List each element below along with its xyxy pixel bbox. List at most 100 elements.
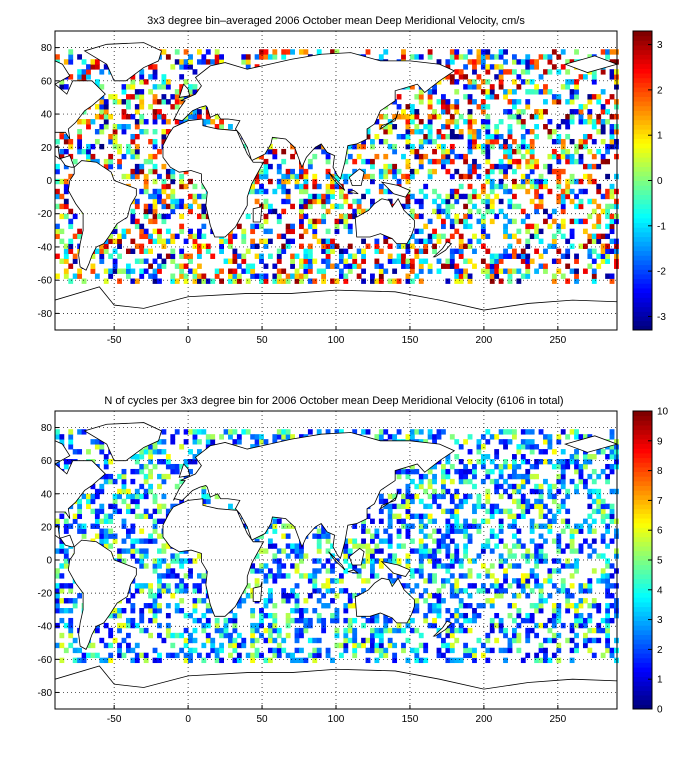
heat-cell — [525, 617, 531, 624]
heat-cell — [538, 593, 544, 599]
heat-cell — [343, 558, 349, 564]
heat-cell — [560, 233, 566, 240]
heat-cell — [68, 598, 74, 604]
colorbar-segment — [633, 129, 652, 135]
heat-cell — [259, 632, 264, 639]
heat-cell — [210, 637, 216, 644]
heat-cell — [321, 622, 327, 629]
heat-cell — [569, 153, 575, 160]
heat-cell — [436, 203, 442, 210]
heat-cell — [467, 223, 473, 230]
heat-cell — [516, 473, 522, 480]
heat-cell — [321, 617, 327, 624]
heat-cell — [485, 49, 491, 55]
heat-cell — [396, 622, 402, 629]
heat-cell — [458, 627, 464, 634]
heat-cell — [307, 573, 313, 579]
heat-cell — [472, 158, 477, 165]
heat-cell — [112, 538, 118, 544]
heat-cell — [556, 168, 562, 175]
heat-cell — [485, 148, 491, 155]
heat-cell — [143, 178, 149, 185]
heat-cell — [343, 173, 349, 180]
heat-cell — [294, 548, 300, 554]
heat-cell — [157, 622, 162, 629]
heat-cell — [387, 553, 393, 559]
heat-cell — [600, 258, 606, 264]
heat-cell — [121, 233, 127, 240]
heat-cell — [454, 79, 460, 85]
heat-cell — [179, 498, 185, 505]
heat-cell — [445, 617, 451, 624]
heat-cell — [392, 657, 398, 664]
heat-cell — [196, 278, 202, 284]
heat-cell — [117, 558, 122, 564]
heat-cell — [418, 163, 424, 170]
heat-cell — [378, 652, 384, 659]
heat-cell — [267, 657, 273, 664]
heat-cell — [516, 498, 522, 505]
heat-cell — [361, 173, 366, 180]
heat-cell — [321, 243, 327, 250]
heat-cell — [538, 523, 544, 529]
heat-cell — [370, 568, 375, 574]
heat-cell — [543, 268, 548, 274]
heat-cell — [192, 558, 198, 564]
heat-cell — [134, 468, 140, 475]
heat-cell — [370, 533, 375, 539]
heat-cell — [427, 558, 433, 564]
heat-cell — [290, 168, 295, 175]
heat-cell — [516, 449, 522, 455]
heat-cell — [511, 533, 517, 539]
heat-cell — [365, 578, 371, 584]
heat-cell — [467, 493, 473, 500]
heat-cell — [157, 188, 162, 195]
heat-cell — [165, 627, 171, 634]
heat-cell — [458, 153, 464, 160]
heat-cell — [245, 593, 251, 599]
heat-cell — [121, 114, 127, 120]
heat-cell — [614, 49, 619, 55]
heat-cell — [529, 463, 535, 470]
heat-cell — [201, 54, 207, 60]
heat-cell — [409, 548, 415, 554]
heat-cell — [276, 183, 282, 190]
heat-cell — [387, 617, 393, 624]
heat-cell — [529, 168, 535, 175]
heat-cell — [392, 513, 398, 520]
heat-cell — [445, 198, 451, 205]
heat-cell — [436, 543, 442, 549]
heat-cell — [480, 454, 486, 460]
heat-cell — [312, 652, 318, 659]
heat-cell — [401, 468, 406, 475]
heat-cell — [480, 148, 486, 155]
heat-cell — [188, 632, 193, 639]
heat-cell — [134, 622, 140, 629]
heat-cell — [59, 588, 65, 594]
heat-cell — [387, 637, 393, 644]
heat-cell — [458, 133, 464, 140]
velocity-panel: 3x3 degree bin–averaged 2006 October mea… — [38, 15, 667, 346]
heat-cell — [77, 148, 83, 155]
heat-cell — [72, 253, 78, 259]
heat-cell — [55, 253, 60, 259]
heat-cell — [192, 439, 198, 445]
heat-cell — [432, 617, 437, 624]
heat-cell — [90, 59, 96, 65]
heat-cell — [556, 223, 562, 230]
heat-cell — [543, 109, 548, 115]
heat-cell — [365, 528, 371, 534]
heat-cell — [405, 138, 411, 145]
heat-cell — [418, 99, 424, 105]
heat-cell — [250, 622, 256, 629]
heat-cell — [463, 473, 469, 480]
heat-cell — [405, 124, 411, 130]
heat-cell — [290, 228, 295, 235]
heat-cell — [183, 429, 189, 435]
heat-cell — [143, 463, 149, 470]
heat-cell — [454, 528, 460, 534]
heat-cell — [574, 253, 579, 259]
heat-cell — [423, 223, 429, 230]
heat-cell — [383, 153, 389, 160]
heat-cell — [534, 64, 540, 70]
